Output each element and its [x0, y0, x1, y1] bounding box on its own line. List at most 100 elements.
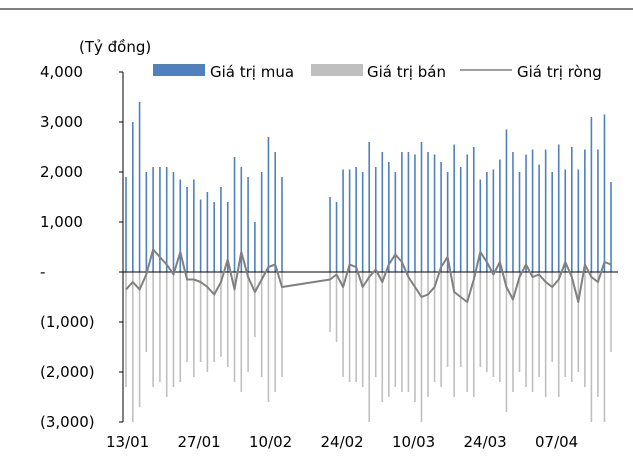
- bar-sell: [603, 272, 606, 422]
- bar-buy: [220, 187, 222, 272]
- bar-sell: [247, 272, 249, 372]
- bar-buy: [374, 167, 377, 272]
- bar-buy: [427, 152, 429, 272]
- bar-sell: [152, 272, 154, 387]
- bar-buy: [453, 144, 455, 272]
- bar-sell: [590, 272, 593, 422]
- bar-sell: [512, 272, 514, 392]
- bar-buy: [226, 202, 229, 272]
- y-tick-label: 1,000: [40, 213, 83, 231]
- bar-sell: [145, 272, 148, 352]
- bar-sell: [401, 272, 403, 392]
- bar-buy: [388, 162, 390, 272]
- bar-sell: [564, 272, 567, 377]
- bar-buy: [260, 172, 263, 272]
- bar-buy: [240, 167, 243, 272]
- bar-buy: [518, 172, 521, 272]
- bar-sell: [538, 272, 540, 377]
- bar-sell: [453, 272, 455, 397]
- bar-sell: [335, 272, 338, 342]
- bar-sell: [206, 272, 209, 372]
- bar-buy: [186, 187, 188, 272]
- legend-label-sell: Giá trị bán: [367, 63, 446, 81]
- bar-sell: [381, 272, 384, 402]
- bar-buy: [472, 147, 475, 272]
- bar-buy: [199, 199, 202, 272]
- bar-buy: [125, 177, 127, 272]
- legend: Giá trị mua Giá trị bán Giá trị ròng: [153, 63, 602, 81]
- bar-buy: [179, 179, 182, 272]
- bar-buy: [433, 154, 436, 272]
- bar-sell: [125, 272, 127, 387]
- bar-buy: [440, 162, 442, 272]
- bar-buy: [355, 167, 357, 272]
- bar-buy: [348, 169, 351, 272]
- bar-buy: [590, 117, 593, 272]
- bar-sell: [551, 272, 553, 362]
- unit-label: (Tỷ đồng): [79, 38, 151, 56]
- bar-buy: [381, 152, 384, 272]
- bar-buy: [557, 144, 560, 272]
- bar-buy: [368, 142, 371, 272]
- bar-buy: [551, 172, 553, 272]
- y-axis-ticks: 4,000 3,000 2,000 1,000 - (1,000) (2,000) (3,00…: [40, 63, 123, 431]
- bar-sell: [499, 272, 501, 382]
- bar-sell: [199, 272, 202, 362]
- bar-sell: [267, 272, 270, 402]
- y-tick-label: 2,000: [40, 163, 83, 181]
- bar-buy: [335, 202, 338, 272]
- bar-sell: [348, 272, 351, 382]
- bar-buy: [254, 222, 256, 272]
- x-tick-label: 27/01: [178, 433, 221, 451]
- bar-buy: [603, 114, 606, 272]
- bar-sell: [368, 272, 371, 422]
- bar-sell: [486, 272, 488, 372]
- bar-sell: [260, 272, 263, 377]
- bar-buy: [213, 202, 215, 272]
- bar-sell: [459, 272, 462, 367]
- bar-sell: [281, 272, 283, 377]
- bar-sell: [420, 272, 423, 422]
- bar-sell: [505, 272, 508, 412]
- bar-sell: [159, 272, 161, 382]
- bar-sell: [388, 272, 390, 397]
- bar-buy: [512, 152, 514, 272]
- bar-sell: [240, 272, 243, 392]
- bar-buy: [570, 147, 573, 272]
- bar-sell: [610, 272, 612, 352]
- y-tick-label: 4,000: [40, 63, 83, 81]
- bar-sell: [220, 272, 222, 357]
- bar-sell: [531, 272, 534, 392]
- x-tick-label: 24/02: [321, 433, 364, 451]
- bar-sell: [427, 272, 429, 397]
- bar-sell: [226, 272, 229, 367]
- bar-buy: [544, 149, 547, 272]
- bar-sell: [584, 272, 586, 387]
- x-tick-label: 07/04: [535, 433, 578, 451]
- bar-buy: [233, 157, 236, 272]
- bar-buy: [420, 142, 423, 272]
- bar-buy: [538, 164, 540, 272]
- y-tick-label: (2,000): [40, 363, 95, 381]
- axes: [122, 72, 618, 422]
- bar-buy: [152, 167, 154, 272]
- bar-buy: [584, 149, 586, 272]
- bar-buy: [267, 137, 270, 272]
- x-tick-label: 10/03: [392, 433, 435, 451]
- bar-sell: [274, 272, 277, 392]
- bar-sell: [254, 272, 256, 337]
- bar-buy: [486, 172, 488, 272]
- bar-sell: [570, 272, 573, 382]
- bar-sell: [131, 272, 134, 422]
- bar-buy: [145, 172, 148, 272]
- bar-sell: [433, 272, 436, 382]
- bar-sell: [186, 272, 188, 362]
- bar-sell: [394, 272, 397, 387]
- bar-buy: [446, 172, 449, 272]
- bar-sell: [179, 272, 182, 382]
- bar-buy: [138, 102, 141, 272]
- bar-buy: [459, 167, 462, 272]
- bar-buy: [505, 129, 508, 272]
